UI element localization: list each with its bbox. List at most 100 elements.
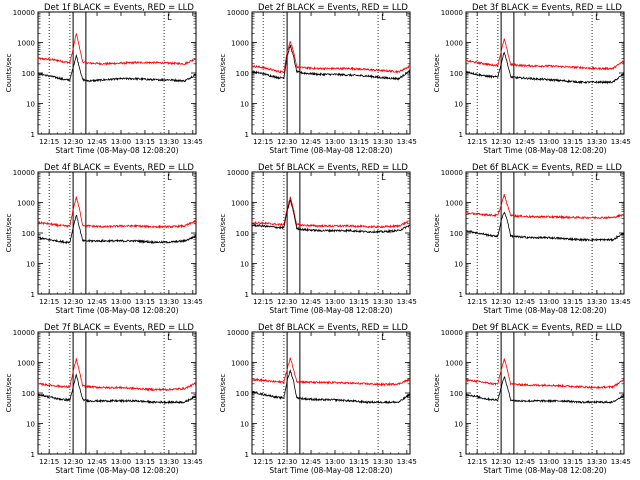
x-tick-label: 13:15 (563, 298, 583, 306)
y-tick-label: 100 (22, 390, 35, 398)
x-tick-label: 13:15 (349, 458, 369, 466)
marker-label: L (381, 13, 386, 22)
series-line-events (37, 53, 197, 83)
plot-frame (37, 171, 197, 295)
plot-frame (465, 331, 625, 455)
x-tick-label: 12:15 (253, 458, 273, 466)
x-tick-label: 12:15 (39, 458, 59, 466)
x-tick-label: 12:15 (467, 458, 487, 466)
y-tick-label: 10 (26, 421, 35, 429)
x-tick-label: 12:45 (301, 138, 321, 146)
marker-label: L (595, 173, 600, 182)
series-line-lld (465, 38, 625, 71)
marker-label: L (167, 13, 172, 22)
y-axis-label: Counts/sec (219, 374, 227, 413)
x-tick-label: 13:45 (611, 458, 631, 466)
y-axis-label: Counts/sec (5, 214, 13, 253)
y-axis-label: Counts/sec (5, 374, 13, 413)
y-tick-label: 1 (245, 291, 249, 299)
x-axis-label: Start Time (08-May-08 12:08:20) (483, 146, 606, 155)
chart-title: Det 5f BLACK = Events, RED = LLD (258, 163, 408, 173)
x-tick-label: 13:45 (611, 138, 631, 146)
y-tick-label: 10 (240, 101, 249, 109)
y-tick-label: 100 (450, 230, 463, 238)
y-tick-label: 1000 (445, 200, 463, 208)
series-line-events (251, 199, 411, 234)
y-tick-label: 10000 (13, 329, 35, 337)
x-tick-label: 13:00 (325, 458, 345, 466)
series-line-lld (37, 32, 197, 66)
y-axis-label: Counts/sec (219, 54, 227, 93)
x-tick-label: 12:30 (491, 298, 511, 306)
x-tick-label: 13:45 (183, 298, 203, 306)
marker-label: L (381, 173, 386, 182)
chart-title: Det 2f BLACK = Events, RED = LLD (258, 3, 408, 13)
series-line-events (465, 376, 625, 405)
chart-title: Det 8f BLACK = Events, RED = LLD (258, 323, 408, 333)
y-tick-label: 10000 (227, 9, 249, 17)
plot-frame (37, 331, 197, 455)
y-tick-label: 1 (31, 451, 35, 459)
x-tick-label: 13:30 (159, 458, 179, 466)
plot-frame (251, 11, 411, 135)
x-axis-label: Start Time (08-May-08 12:08:20) (269, 146, 392, 155)
chart-title: Det 3f BLACK = Events, RED = LLD (472, 3, 622, 13)
x-tick-label: 13:45 (611, 298, 631, 306)
x-tick-label: 13:30 (373, 138, 393, 146)
x-tick-label: 12:30 (491, 458, 511, 466)
x-tick-label: 13:00 (111, 298, 131, 306)
x-tick-label: 13:15 (563, 458, 583, 466)
y-tick-label: 1000 (445, 40, 463, 48)
x-tick-label: 13:15 (135, 138, 155, 146)
x-tick-label: 13:30 (373, 458, 393, 466)
x-tick-label: 13:15 (135, 298, 155, 306)
y-tick-label: 10 (26, 261, 35, 269)
x-axis-label: Start Time (08-May-08 12:08:20) (269, 466, 392, 475)
x-tick-label: 13:00 (111, 458, 131, 466)
marker-label: L (595, 13, 600, 22)
x-tick-label: 13:30 (587, 138, 607, 146)
chart-panel: Det 5f BLACK = Events, RED = LLD 1 10 100 10… (219, 163, 417, 315)
chart-panel: Det 4f BLACK = Events, RED = LLD 1 10 100 10… (5, 163, 203, 315)
x-tick-label: 12:45 (87, 298, 107, 306)
x-tick-label: 12:30 (491, 138, 511, 146)
x-tick-label: 12:30 (277, 138, 297, 146)
x-tick-label: 13:45 (183, 138, 203, 146)
x-tick-label: 13:45 (397, 298, 417, 306)
chart-panel: Det 3f BLACK = Events, RED = LLD 1 10 100 10… (433, 3, 631, 155)
chart-title: Det 1f BLACK = Events, RED = LLD (44, 3, 194, 13)
y-axis-label: Counts/sec (433, 374, 441, 413)
marker-label: L (381, 333, 386, 342)
chart-panel: Det 8f BLACK = Events, RED = LLD 1 10 100 10… (219, 323, 417, 475)
x-tick-label: 13:00 (539, 458, 559, 466)
x-tick-label: 13:15 (563, 138, 583, 146)
x-tick-label: 12:45 (87, 138, 107, 146)
y-tick-label: 100 (22, 230, 35, 238)
y-tick-label: 10000 (441, 329, 463, 337)
chart-panel: Det 2f BLACK = Events, RED = LLD 1 10 100 10… (219, 3, 417, 155)
x-tick-label: 12:45 (515, 138, 535, 146)
x-tick-label: 13:00 (325, 298, 345, 306)
x-tick-label: 12:45 (301, 458, 321, 466)
y-tick-label: 10 (240, 261, 249, 269)
marker-label: L (595, 333, 600, 342)
y-tick-label: 10 (454, 101, 463, 109)
chart-panel: Det 9f BLACK = Events, RED = LLD 1 10 100 10… (433, 323, 631, 475)
x-tick-label: 12:15 (39, 138, 59, 146)
y-tick-label: 1000 (17, 200, 35, 208)
chart-title: Det 6f BLACK = Events, RED = LLD (472, 163, 622, 173)
y-tick-label: 10000 (227, 169, 249, 177)
y-tick-label: 100 (236, 230, 249, 238)
y-tick-label: 10 (240, 421, 249, 429)
marker-label: L (167, 173, 172, 182)
plot-frame (251, 331, 411, 455)
x-tick-label: 13:00 (111, 138, 131, 146)
series-line-lld (251, 41, 411, 74)
y-tick-label: 10 (26, 101, 35, 109)
y-axis-label: Counts/sec (5, 54, 13, 93)
x-tick-label: 12:30 (277, 298, 297, 306)
y-tick-label: 1 (31, 131, 35, 139)
chart-panel: Det 7f BLACK = Events, RED = LLD 1 10 100 10… (5, 323, 203, 475)
x-tick-label: 13:15 (135, 458, 155, 466)
